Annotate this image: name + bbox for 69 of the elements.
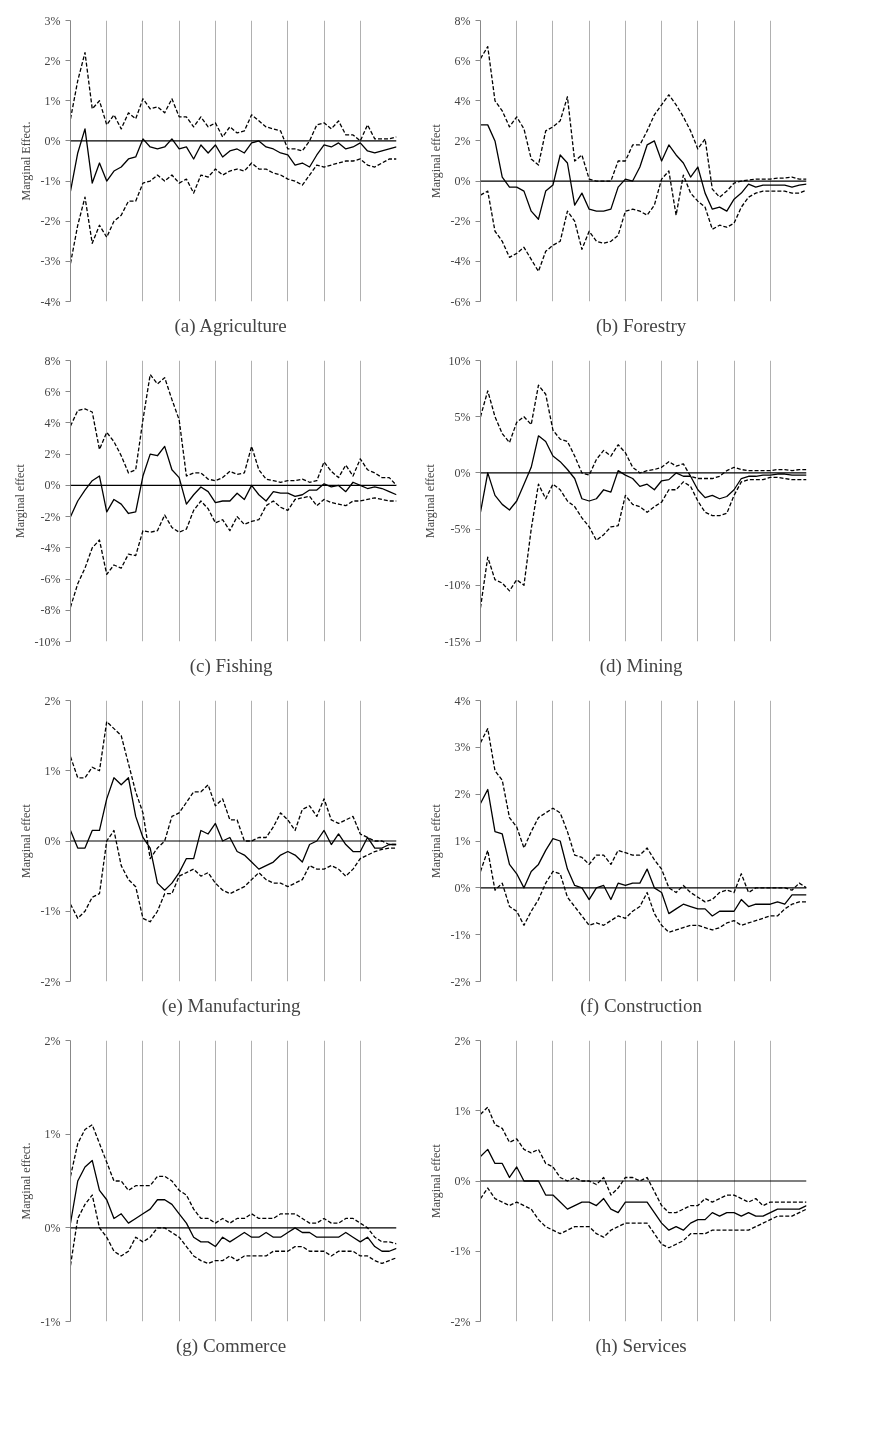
y-tick-label: 1% xyxy=(44,763,61,778)
y-axis-title: Marginal effect xyxy=(422,463,437,538)
y-tick-label: 4% xyxy=(454,93,471,108)
text: (e) Manufacturing xyxy=(161,994,301,1017)
y-tick-label: 0% xyxy=(44,834,61,848)
y-tick-label: 2% xyxy=(44,53,61,68)
text: (b) Forestry xyxy=(596,314,687,337)
y-tick-label: 1% xyxy=(454,1103,471,1118)
y-tick-label: -10% xyxy=(444,578,471,593)
y-tick-label: 0% xyxy=(454,880,471,895)
y-tick-label: 2% xyxy=(454,133,471,148)
y-axis-title: Marginal Effect. xyxy=(18,121,33,201)
y-tick-label: 2% xyxy=(44,447,61,462)
y-tick-label: -2% xyxy=(450,1314,471,1329)
y-tick-label: -1% xyxy=(450,927,471,942)
y-tick-label: -1% xyxy=(40,1314,61,1329)
y-tick-label: 0% xyxy=(454,174,471,189)
y-tick-label: -8% xyxy=(40,603,61,618)
y-tick-label: 3% xyxy=(44,13,61,28)
text: (g) Commerce xyxy=(175,1334,287,1357)
y-tick-label: -4% xyxy=(40,540,61,555)
y-tick-label: 10% xyxy=(448,353,471,368)
y-tick-label: -2% xyxy=(40,974,61,989)
y-tick-label: 0% xyxy=(44,1220,61,1235)
y-axis-title: Marginal effect xyxy=(428,803,443,878)
y-axis-title: Marginal effect. xyxy=(18,1142,33,1220)
y-tick-label: 0% xyxy=(454,465,471,480)
y-tick-label: -2% xyxy=(450,974,471,989)
y-tick-label: 4% xyxy=(454,693,471,708)
y-tick-label: -2% xyxy=(40,214,61,229)
y-tick-label: -5% xyxy=(450,522,471,537)
text: (f) Construction xyxy=(580,994,703,1017)
y-tick-label: -1% xyxy=(40,904,61,919)
y-tick-label: -4% xyxy=(450,254,471,269)
y-tick-label: -4% xyxy=(40,294,61,309)
y-axis-title: Marginal effect xyxy=(18,803,33,878)
y-axis-title: Marginal effect xyxy=(428,123,443,198)
y-tick-label: 1% xyxy=(454,834,471,848)
y-tick-label: 6% xyxy=(454,53,471,68)
y-tick-label: 1% xyxy=(44,93,61,108)
y-tick-label: -2% xyxy=(40,509,61,524)
y-tick-label: 2% xyxy=(454,787,471,802)
y-tick-label: -15% xyxy=(444,634,471,649)
y-tick-label: -6% xyxy=(40,572,61,587)
y-tick-label: 8% xyxy=(454,13,471,28)
y-tick-label: 0% xyxy=(44,478,61,493)
y-tick-label: -6% xyxy=(450,294,471,309)
y-tick-label: -1% xyxy=(40,174,61,189)
y-tick-label: -2% xyxy=(450,214,471,229)
y-tick-label: 0% xyxy=(454,1174,471,1188)
y-tick-label: -1% xyxy=(450,1244,471,1259)
y-tick-label: 2% xyxy=(44,1033,61,1048)
y-axis-title: Marginal effect xyxy=(428,1143,443,1218)
y-tick-label: 3% xyxy=(454,740,471,755)
text: (a) Agriculture xyxy=(174,314,287,337)
y-axis-title: Marginal effect xyxy=(12,463,27,538)
y-tick-label: 1% xyxy=(44,1127,61,1142)
y-tick-label: 0% xyxy=(44,133,61,148)
y-tick-label: 8% xyxy=(44,353,61,368)
text: (c) Fishing xyxy=(189,654,274,677)
text: (d) Mining xyxy=(599,654,684,677)
text: (h) Services xyxy=(595,1334,687,1357)
y-tick-label: 4% xyxy=(44,415,61,430)
y-tick-label: 5% xyxy=(454,409,471,424)
y-tick-label: -3% xyxy=(40,254,61,269)
y-tick-label: 6% xyxy=(44,384,61,399)
y-tick-label: 2% xyxy=(44,693,61,708)
y-tick-label: 2% xyxy=(454,1033,471,1048)
y-tick-label: -10% xyxy=(34,634,61,649)
